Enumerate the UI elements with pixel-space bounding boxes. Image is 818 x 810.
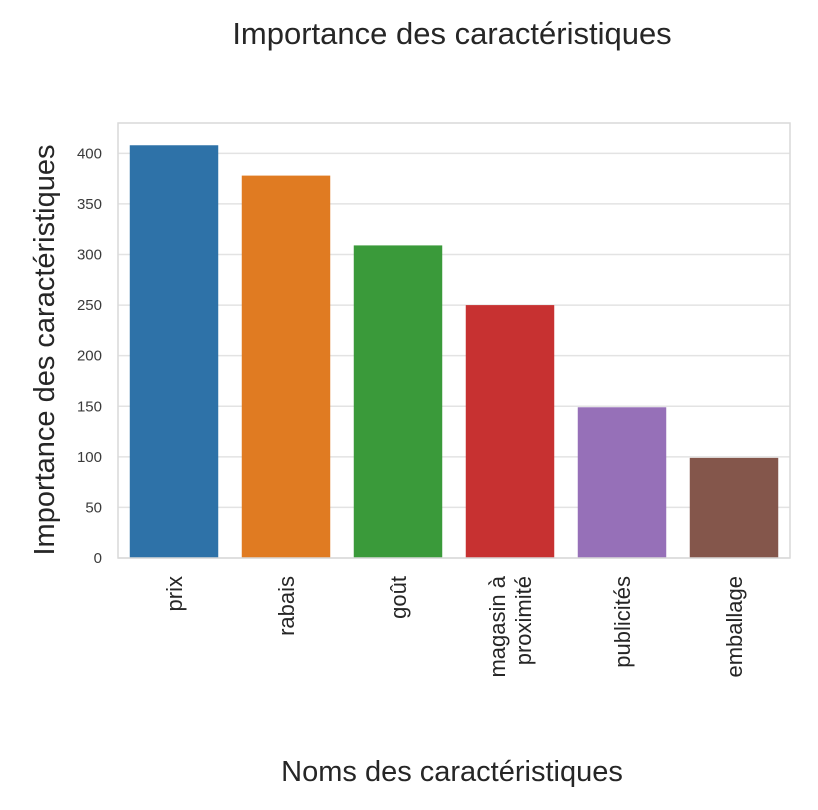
- x-tick-label: rabais: [274, 576, 299, 636]
- x-axis-label: Noms des caractéristiques: [281, 756, 623, 788]
- bar-4: [577, 407, 667, 558]
- bars: [129, 145, 779, 559]
- x-tick-label-line: rabais: [274, 576, 299, 636]
- plot-area: [117, 122, 791, 559]
- y-tick-label: 350: [77, 196, 102, 213]
- x-tick-label: emballage: [722, 576, 747, 678]
- y-axis-label: Importance des caractéristiques: [29, 144, 61, 555]
- y-tick-label: 200: [77, 348, 102, 365]
- bar-1: [241, 175, 331, 558]
- y-tick-label: 400: [77, 145, 102, 162]
- x-tick-label-line: prix: [162, 576, 187, 611]
- y-axis-ticks: 0 50 100 150 200 250 300 350 400: [77, 145, 102, 567]
- x-tick-label: publicités: [610, 576, 635, 668]
- gridlines: [118, 152, 790, 559]
- x-tick-label: magasin àproximité: [485, 575, 536, 677]
- bar-2: [353, 245, 443, 558]
- y-tick-label: 50: [85, 499, 102, 516]
- y-tick-label: 150: [77, 398, 102, 415]
- x-tick-label: goût: [386, 576, 411, 619]
- y-tick-label: 300: [77, 247, 102, 264]
- x-tick-label-line: proximité: [511, 576, 536, 665]
- chart-title: Importance des caractéristiques: [232, 16, 671, 51]
- y-tick-label: 250: [77, 297, 102, 314]
- bar-0: [129, 145, 219, 559]
- x-tick-label-line: emballage: [722, 576, 747, 678]
- bar-3: [465, 305, 555, 558]
- bar-5: [689, 457, 779, 558]
- y-tick-label: 100: [77, 449, 102, 466]
- x-tick-label-line: magasin à: [485, 575, 510, 677]
- x-tick-label-line: publicités: [610, 576, 635, 668]
- y-tick-label: 0: [94, 550, 102, 567]
- x-axis-ticks: prix rabais goût magasin àproximité publicit…: [162, 575, 747, 677]
- x-tick-label: prix: [162, 576, 187, 611]
- x-tick-label-line: goût: [386, 576, 411, 619]
